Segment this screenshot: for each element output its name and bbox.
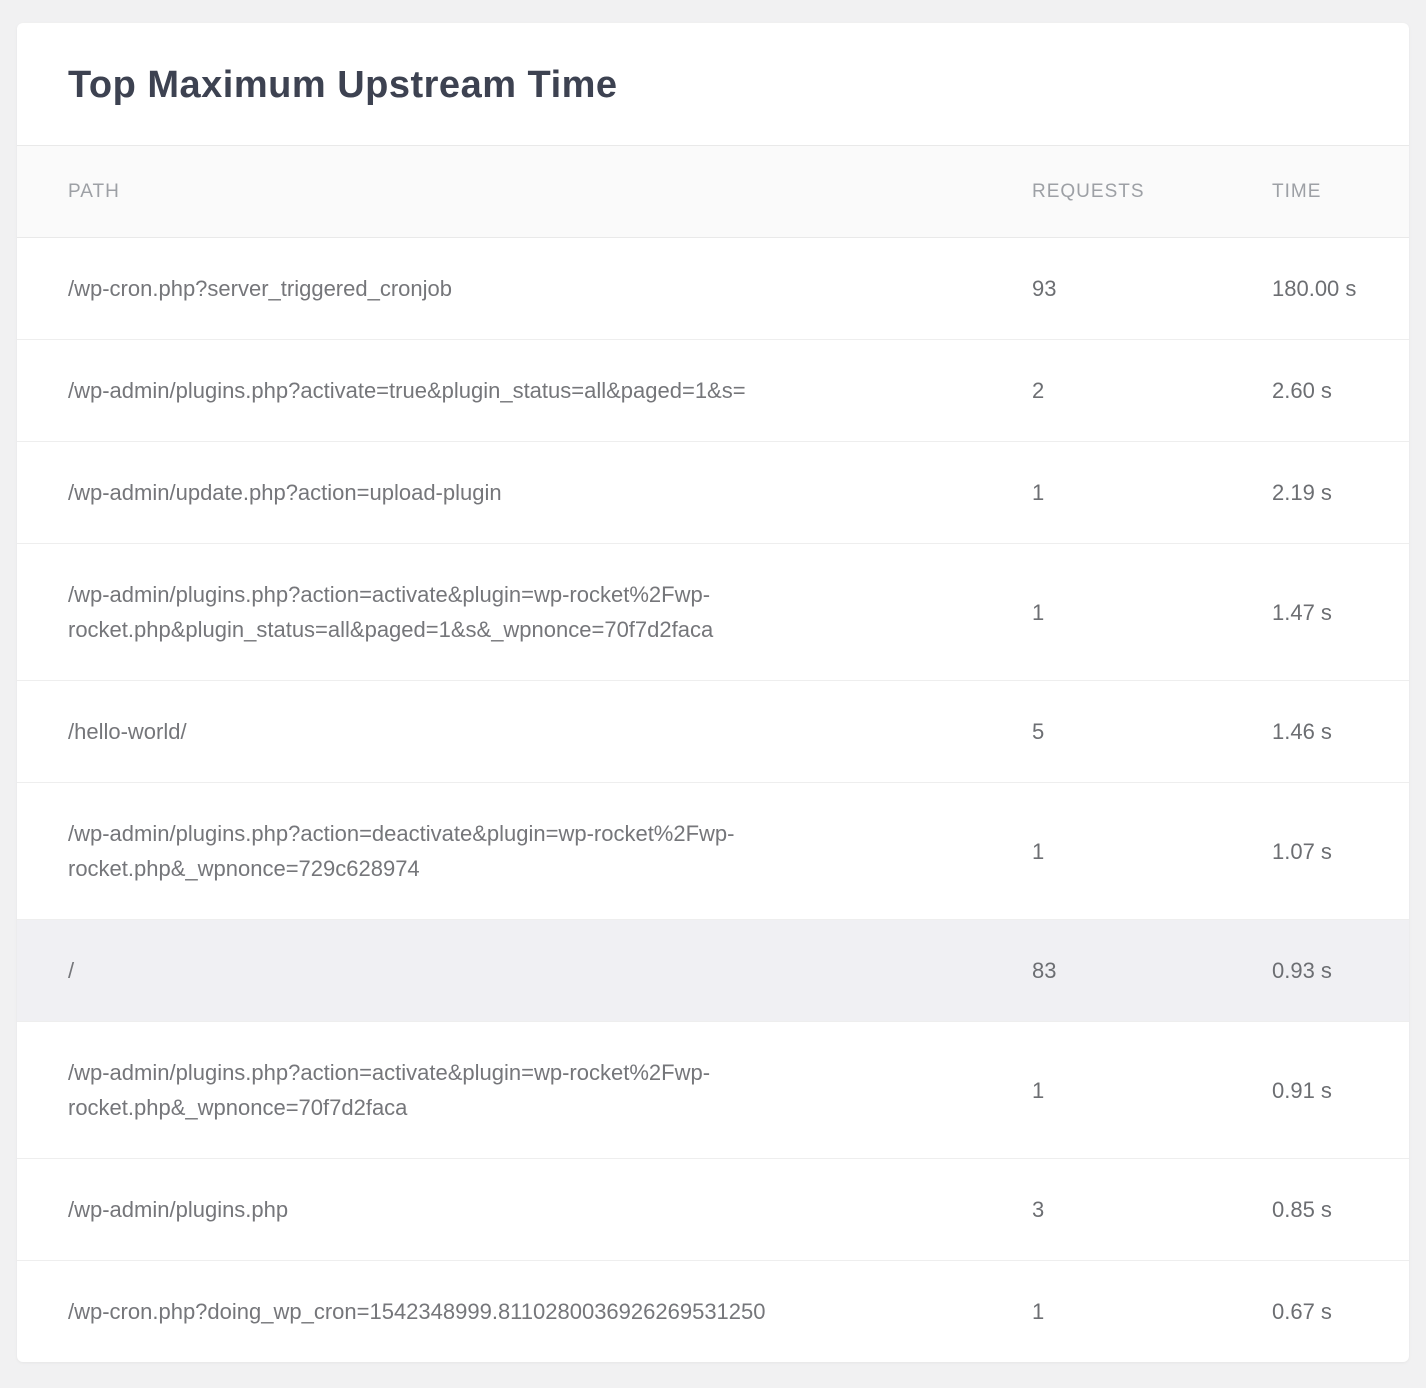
- requests-cell: 5: [1032, 680, 1272, 783]
- table-row[interactable]: / 83 0.93 s: [17, 919, 1409, 1022]
- table-row[interactable]: /wp-admin/plugins.php?action=deactivate&…: [17, 782, 1409, 920]
- column-header-path: PATH: [17, 145, 1032, 238]
- table-row[interactable]: /wp-admin/plugins.php?activate=true&plug…: [17, 339, 1409, 442]
- time-cell: 1.46 s: [1272, 680, 1409, 783]
- requests-cell: 93: [1032, 237, 1272, 340]
- path-cell: /wp-admin/update.php?action=upload-plugi…: [17, 441, 1032, 544]
- requests-cell: 1: [1032, 1021, 1272, 1159]
- requests-cell: 2: [1032, 339, 1272, 442]
- table-body: /wp-cron.php?server_triggered_cronjob 93…: [17, 237, 1409, 1363]
- path-cell: /wp-admin/plugins.php?action=activate&pl…: [17, 1021, 1032, 1159]
- path-cell: /: [17, 919, 1032, 1022]
- table-row[interactable]: /wp-admin/plugins.php 3 0.85 s: [17, 1158, 1409, 1261]
- table-row[interactable]: /wp-admin/update.php?action=upload-plugi…: [17, 441, 1409, 544]
- time-cell: 2.19 s: [1272, 441, 1409, 544]
- path-cell: /wp-admin/plugins.php?activate=true&plug…: [17, 339, 1032, 442]
- table-header-row: PATH REQUESTS TIME: [17, 145, 1409, 238]
- time-cell: 0.67 s: [1272, 1299, 1332, 1324]
- path-cell: /hello-world/: [17, 680, 1032, 783]
- table-row[interactable]: /hello-world/ 5 1.46 s: [17, 680, 1409, 783]
- card-title: Top Maximum Upstream Time: [68, 64, 618, 106]
- table-row[interactable]: /wp-admin/plugins.php?action=activate&pl…: [17, 543, 1409, 681]
- table-row[interactable]: /wp-cron.php?server_triggered_cronjob 93…: [17, 237, 1409, 340]
- time-cell: 0.85 s: [1272, 1158, 1409, 1261]
- requests-cell: 1: [1032, 543, 1272, 681]
- requests-cell: 83: [1032, 919, 1272, 1022]
- table-row[interactable]: /wp-cron.php?doing_wp_cron=1542348999.81…: [17, 1261, 1409, 1363]
- column-header-time: TIME: [1272, 145, 1409, 238]
- column-header-requests: REQUESTS: [1032, 145, 1272, 238]
- requests-cell: 1: [1032, 782, 1272, 920]
- path-cell: /wp-admin/plugins.php?action=deactivate&…: [17, 782, 1032, 920]
- top-maximum-upstream-time-card: Top Maximum Upstream Time PATH REQUESTS …: [17, 23, 1409, 1362]
- time-cell: 0.91 s: [1272, 1021, 1409, 1159]
- time-cell: 180.00 s: [1272, 237, 1409, 340]
- time-cell: 2.60 s: [1272, 339, 1409, 442]
- path-cell: /wp-cron.php?doing_wp_cron=1542348999.81…: [68, 1299, 766, 1324]
- time-cell: 1.07 s: [1272, 782, 1409, 920]
- path-cell: /wp-admin/plugins.php: [17, 1158, 1032, 1261]
- requests-cell: 3: [1032, 1158, 1272, 1261]
- path-cell: /wp-admin/plugins.php?action=activate&pl…: [17, 543, 1032, 681]
- upstream-time-table: PATH REQUESTS TIME /wp-cron.php?server_t…: [17, 145, 1409, 1362]
- card-header: Top Maximum Upstream Time: [17, 23, 1409, 145]
- path-cell: /wp-cron.php?server_triggered_cronjob: [17, 237, 1032, 340]
- time-cell: 0.93 s: [1272, 919, 1409, 1022]
- requests-cell: 1: [1032, 441, 1272, 544]
- requests-cell: 1: [1032, 1299, 1045, 1324]
- table-row[interactable]: /wp-admin/plugins.php?action=activate&pl…: [17, 1021, 1409, 1159]
- time-cell: 1.47 s: [1272, 543, 1409, 681]
